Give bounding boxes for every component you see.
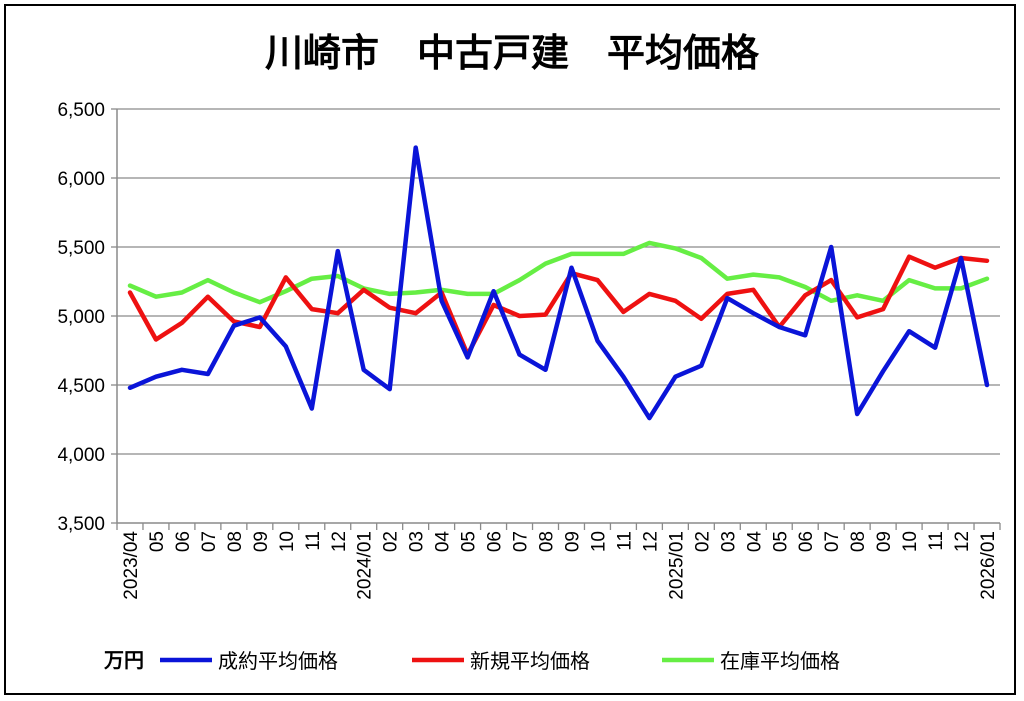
x-tick-label: 07 <box>199 531 220 552</box>
series-line-新規平均価格 <box>127 254 990 357</box>
x-tick-label: 08 <box>225 531 246 552</box>
x-tick-label: 07 <box>822 531 843 552</box>
x-tick-label: 12 <box>329 531 350 552</box>
x-tick-label: 09 <box>874 531 895 552</box>
x-tick-label: 06 <box>173 531 194 552</box>
x-tick-label: 2026/01 <box>978 531 999 600</box>
grid-lines <box>111 108 1001 530</box>
x-tick-label: 2025/01 <box>666 531 687 600</box>
x-tick-label: 10 <box>900 531 921 552</box>
series-lines <box>127 145 990 421</box>
x-tick-label: 02 <box>692 531 713 552</box>
x-tick-label: 02 <box>381 531 402 552</box>
x-tick-label: 06 <box>485 531 506 552</box>
x-tick-label: 05 <box>147 531 168 552</box>
x-tick-label: 2023/04 <box>121 531 142 600</box>
chart-title: 川崎市 中古戸建 平均価格 <box>265 31 760 75</box>
x-tick-label: 04 <box>744 531 765 553</box>
y-tick-label: 6,000 <box>57 169 105 190</box>
legend: 万円 成約平均価格 新規平均価格 在庫平均価格 <box>103 648 840 673</box>
y-tick-label: 6,500 <box>57 100 105 121</box>
x-tick-label: 06 <box>796 531 817 552</box>
x-axis-tick-labels: 2023/04 05 06 07 08 09 10 11 12 2024/01 02 03 04 05 06… <box>121 531 999 600</box>
legend-label: 新規平均価格 <box>470 649 590 673</box>
x-tick-label: 05 <box>770 531 791 552</box>
x-tick-label: 04 <box>433 531 454 553</box>
x-tick-label: 03 <box>407 531 428 552</box>
y-tick-label: 3,500 <box>57 514 105 535</box>
x-tick-label: 11 <box>926 531 947 551</box>
legend-label: 在庫平均価格 <box>720 649 840 673</box>
x-tick-label: 08 <box>848 531 869 552</box>
y-tick-label: 4,000 <box>57 445 105 466</box>
x-tick-label: 12 <box>640 531 661 552</box>
x-tick-label: 11 <box>303 531 324 551</box>
y-axis-tick-labels: 3,500 4,000 4,500 5,000 5,500 6,000 6,500 <box>57 100 105 535</box>
x-tick-label: 09 <box>562 531 583 552</box>
x-tick-label: 2024/01 <box>355 531 376 600</box>
legend-label: 成約平均価格 <box>218 649 338 673</box>
x-tick-label: 11 <box>614 531 635 551</box>
unit-label: 万円 <box>103 648 144 672</box>
x-tick-label: 09 <box>251 531 272 552</box>
y-tick-label: 5,500 <box>57 238 105 259</box>
y-tick-label: 5,000 <box>57 307 105 328</box>
x-tick-label: 07 <box>511 531 532 552</box>
x-tick-label: 03 <box>718 531 739 552</box>
y-tick-label: 4,500 <box>57 376 105 397</box>
x-tick-label: 10 <box>277 531 298 552</box>
x-tick-label: 12 <box>952 531 973 552</box>
x-tick-label: 08 <box>537 531 558 552</box>
x-tick-label: 05 <box>459 531 480 552</box>
series-line-成約平均価格 <box>127 145 990 421</box>
x-tick-label: 10 <box>588 531 609 552</box>
